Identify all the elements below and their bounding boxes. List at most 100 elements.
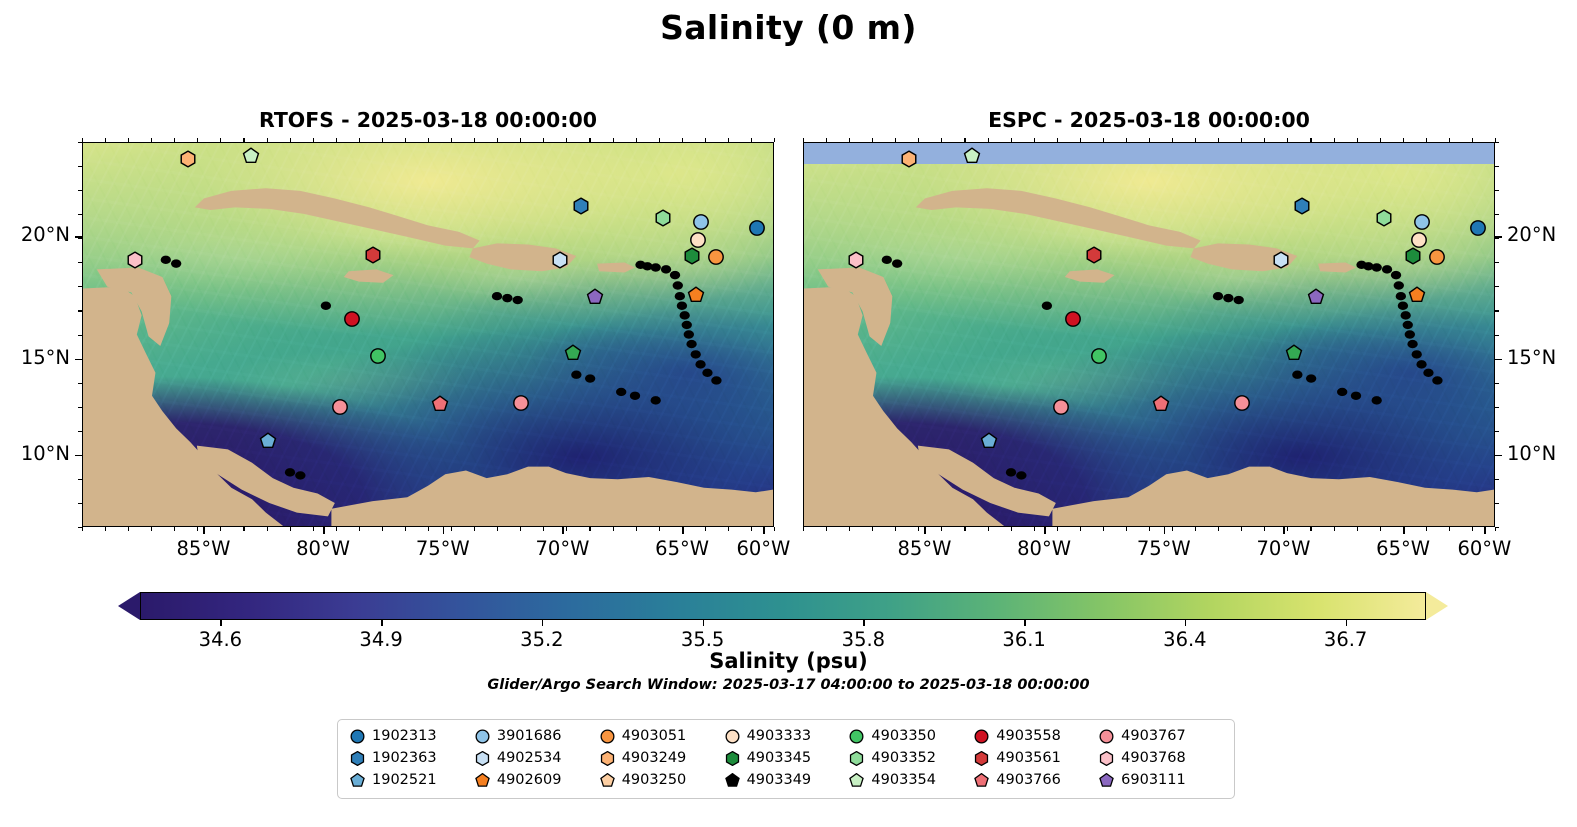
float-marker-circle-icon[interactable]	[332, 399, 349, 416]
float-marker-circle-icon[interactable]	[513, 394, 530, 411]
x-axis-minor-tick-top	[1218, 138, 1220, 142]
float-marker-pentagon-icon[interactable]	[1408, 286, 1426, 304]
legend-item[interactable]: 4903558	[974, 727, 1099, 746]
legend-item[interactable]: 1902363	[350, 749, 475, 768]
float-marker-hexagon-icon[interactable]	[573, 197, 590, 215]
float-marker-pentagon-icon[interactable]	[586, 288, 604, 305]
float-marker-pentagon-icon[interactable]	[980, 432, 998, 449]
float-marker-circle-icon[interactable]	[1411, 231, 1428, 248]
float-marker-pentagon-icon[interactable]	[431, 395, 449, 413]
legend-item[interactable]: 4902534	[475, 749, 600, 768]
float-marker-hexagon-icon[interactable]	[364, 246, 381, 264]
map-panel-espc[interactable]	[803, 142, 1495, 527]
float-marker-circle-icon[interactable]	[1413, 213, 1430, 230]
legend-item-label: 4903333	[746, 728, 812, 745]
float-marker-pentagon-icon[interactable]	[1285, 344, 1303, 361]
x-axis-minor-tick-top	[1333, 138, 1335, 142]
float-marker-circle-icon[interactable]	[370, 347, 387, 364]
legend-item-label: 4902609	[496, 772, 562, 789]
float-marker-circle-icon[interactable]	[1065, 311, 1082, 328]
colorbar[interactable]: 34.6 34.9 35.2 35.5 35.8 36.1 36.4 36.7	[118, 592, 1448, 651]
x-axis-minor-tick	[220, 527, 222, 531]
legend-item[interactable]: 4903345	[725, 749, 850, 768]
float-marker-hexagon-icon[interactable]	[179, 150, 196, 168]
x-axis-tick-label: 85°W	[176, 537, 231, 560]
float-marker-hexagon-icon[interactable]	[900, 150, 917, 168]
legend-marker-circle-icon	[1099, 729, 1114, 744]
x-axis-minor-tick-top	[964, 138, 966, 142]
legend-item-label: 4903766	[996, 772, 1061, 789]
legend-item[interactable]: 6903111	[1099, 771, 1224, 790]
float-marker-pentagon-icon[interactable]	[963, 147, 980, 165]
float-marker-pentagon-icon[interactable]	[259, 432, 277, 449]
legend-item[interactable]: 1902521	[350, 771, 475, 790]
x-axis-minor-tick-top	[635, 138, 637, 142]
x-axis-minor-tick	[872, 527, 874, 531]
float-marker-circle-icon[interactable]	[749, 220, 766, 237]
x-axis-minor-tick-top	[872, 138, 874, 142]
map-panel-rtofs[interactable]	[82, 142, 774, 527]
legend-marker-circle-icon	[600, 729, 615, 744]
x-axis-minor-tick	[543, 527, 545, 531]
float-marker-hexagon-icon[interactable]	[126, 251, 143, 269]
x-axis-minor-tick	[1033, 527, 1035, 531]
float-marker-circle-icon[interactable]	[1429, 248, 1446, 265]
y-axis-tick-label: 10°N	[1507, 441, 1557, 465]
legend-item[interactable]: 4903333	[725, 727, 850, 746]
float-marker-circle-icon[interactable]	[690, 231, 707, 248]
float-marker-circle-icon[interactable]	[1091, 347, 1108, 364]
float-marker-pentagon-icon[interactable]	[1307, 288, 1325, 305]
float-marker-hexagon-icon[interactable]	[1294, 197, 1311, 215]
x-axis-tick	[1403, 527, 1405, 534]
float-marker-hexagon-icon[interactable]	[1273, 251, 1290, 269]
y-axis-minor-tick	[1495, 430, 1499, 432]
legend-marker-circle-icon	[725, 729, 740, 744]
float-marker-circle-icon[interactable]	[1234, 394, 1251, 411]
float-marker-circle-icon[interactable]	[708, 248, 725, 265]
legend-item[interactable]: 3901686	[475, 727, 600, 746]
float-marker-circle-icon[interactable]	[1053, 399, 1070, 416]
legend-marker-pentagon-icon	[849, 773, 865, 788]
x-axis-minor-tick	[381, 527, 383, 531]
x-axis-minor-tick-top	[243, 138, 245, 142]
float-marker-pentagon-icon[interactable]	[242, 147, 259, 165]
float-marker-hexagon-icon[interactable]	[1375, 209, 1392, 227]
colorbar-tick	[1024, 620, 1026, 626]
legend-item[interactable]: 4903249	[600, 749, 725, 768]
legend-item[interactable]: 1902313	[350, 727, 475, 746]
float-marker-hexagon-icon[interactable]	[654, 209, 671, 227]
legend-item[interactable]: 4903350	[849, 727, 974, 746]
legend-item[interactable]: 4903768	[1099, 749, 1224, 768]
x-axis-minor-tick-top	[1379, 138, 1381, 142]
x-axis-tick	[763, 527, 765, 534]
x-axis-minor-tick	[105, 527, 107, 531]
legend-item[interactable]: 4902609	[475, 771, 600, 790]
float-marker-pentagon-icon[interactable]	[564, 344, 582, 361]
float-marker-hexagon-icon[interactable]	[1404, 247, 1421, 265]
legend-item[interactable]: 4903767	[1099, 727, 1224, 746]
x-axis-minor-tick	[681, 527, 683, 531]
legend-item[interactable]: 4903352	[849, 749, 974, 768]
x-axis-minor-tick	[312, 527, 314, 531]
legend-item[interactable]: 4903561	[974, 749, 1099, 768]
legend-item[interactable]: 4903766	[974, 771, 1099, 790]
float-marker-hexagon-icon[interactable]	[1085, 246, 1102, 264]
legend-item[interactable]: 4903354	[849, 771, 974, 790]
float-marker-circle-icon[interactable]	[692, 213, 709, 230]
x-axis-minor-tick	[1310, 527, 1312, 531]
legend-item[interactable]: 4903051	[600, 727, 725, 746]
legend-marker-circle-icon	[475, 729, 490, 744]
float-marker-pentagon-icon[interactable]	[1152, 395, 1170, 413]
float-marker-hexagon-icon[interactable]	[683, 247, 700, 265]
float-marker-hexagon-icon[interactable]	[847, 251, 864, 269]
y-axis-minor-tick	[1495, 310, 1499, 312]
float-marker-circle-icon[interactable]	[1470, 220, 1487, 237]
legend-item[interactable]: 4903250	[599, 771, 725, 790]
x-axis-tick-label: 65°W	[655, 537, 710, 560]
float-marker-hexagon-icon[interactable]	[552, 251, 569, 269]
legend-item[interactable]: 4903349	[724, 771, 850, 790]
legend-item-label: 1902521	[372, 772, 437, 789]
float-marker-pentagon-icon[interactable]	[687, 286, 705, 304]
float-marker-circle-icon[interactable]	[344, 311, 361, 328]
colorbar-extend-min	[118, 592, 140, 620]
